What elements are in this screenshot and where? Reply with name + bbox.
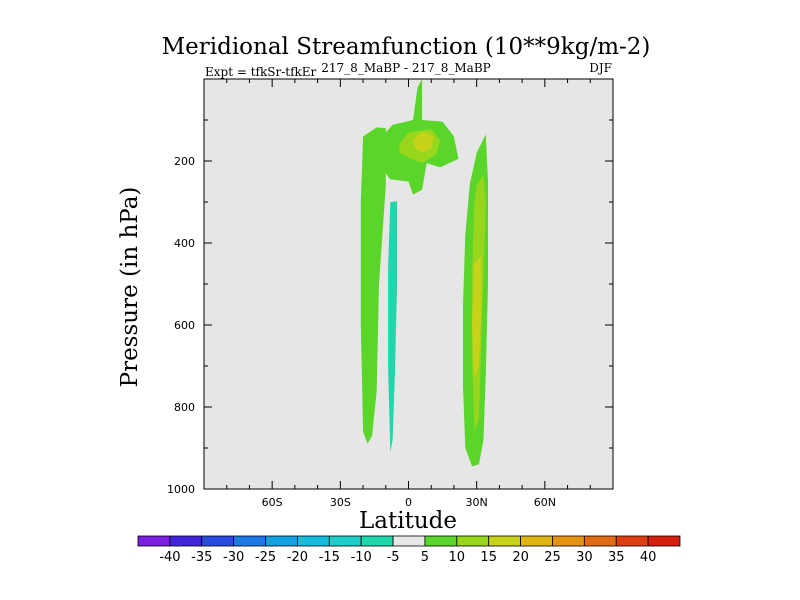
- colorbar-box: [456, 535, 490, 547]
- colorbar-box: [424, 535, 458, 547]
- colorbar-label: 15: [480, 550, 497, 565]
- chart-title: Meridional Streamfunction (10**9kg/m-2): [162, 34, 651, 60]
- x-tick-label: 30N: [466, 496, 488, 509]
- colorbar-box: [137, 535, 171, 547]
- colorbar-box: [392, 535, 426, 547]
- colorbar-label: 5: [421, 550, 429, 565]
- colorbar-box: [233, 535, 266, 547]
- colorbar-label: 40: [640, 550, 657, 565]
- x-tick-label: 60S: [262, 496, 283, 509]
- colorbar-box: [169, 535, 203, 547]
- colorbar-label: -5: [387, 550, 400, 565]
- contour-nh-positive-core: [472, 255, 482, 379]
- x-tick-label: 0: [405, 496, 412, 509]
- colorbar-box: [520, 535, 553, 547]
- x-tick-label: 60N: [534, 496, 556, 509]
- contour-fills: [360, 79, 534, 467]
- y-tick-label: 600: [174, 319, 195, 332]
- colorbar-label: -30: [223, 550, 244, 565]
- colorbar-box: [360, 535, 394, 547]
- colorbar-label: 30: [576, 550, 593, 565]
- contour-equatorial-negative: [419, 186, 438, 463]
- contour-upper-positive-peak: [413, 131, 434, 153]
- contour-tropical-negative-inner: [388, 201, 398, 453]
- colorbar-label: 10: [449, 550, 466, 565]
- contour-sh-mid-positive: [360, 127, 386, 444]
- subtitle-periods: 217_8_MaBP - 217_8_MaBP: [321, 61, 490, 75]
- subtitle-experiment: Expt = tfkSr-tfkEr: [205, 65, 317, 79]
- plot-area: 60S 30S 0 30N 60N 200 400 600 800 1000: [167, 78, 614, 509]
- colorbar: -40 -35 -30 -25 -20 -15 -10 -5 5 10 15 20 25 30 35 40: [137, 535, 681, 565]
- colorbar-label: -40: [159, 550, 180, 565]
- colorbar-box: [488, 535, 521, 547]
- y-tick-label: 200: [174, 155, 195, 168]
- y-tick-label: 1000: [167, 483, 195, 496]
- x-axis-label: Latitude: [359, 508, 457, 534]
- colorbar-box: [552, 535, 585, 547]
- colorbar-label: -10: [351, 550, 372, 565]
- colorbar-box: [297, 535, 330, 547]
- y-axis-label: Pressure (in hPa): [117, 187, 143, 388]
- subtitle-season: DJF: [589, 61, 612, 75]
- colorbar-box: [328, 535, 362, 547]
- colorbar-label: -35: [191, 550, 212, 565]
- axis-ticks: 60S 30S 0 30N 60N 200 400 600 800 1000: [167, 79, 613, 509]
- x-tick-label: 30S: [330, 496, 351, 509]
- colorbar-label: 25: [544, 550, 561, 565]
- colorbar-label: -25: [255, 550, 276, 565]
- contour-nh-negative: [503, 183, 534, 451]
- colorbar-box: [647, 535, 681, 547]
- colorbar-label: 20: [512, 550, 529, 565]
- colorbar-box: [265, 535, 298, 547]
- colorbar-label: -15: [319, 550, 340, 565]
- y-tick-label: 800: [174, 401, 195, 414]
- y-tick-label: 400: [174, 237, 195, 250]
- colorbar-label: -20: [287, 550, 308, 565]
- colorbar-label: 35: [608, 550, 625, 565]
- colorbar-box: [583, 535, 617, 547]
- colorbar-box: [615, 535, 649, 547]
- colorbar-box: [201, 535, 235, 547]
